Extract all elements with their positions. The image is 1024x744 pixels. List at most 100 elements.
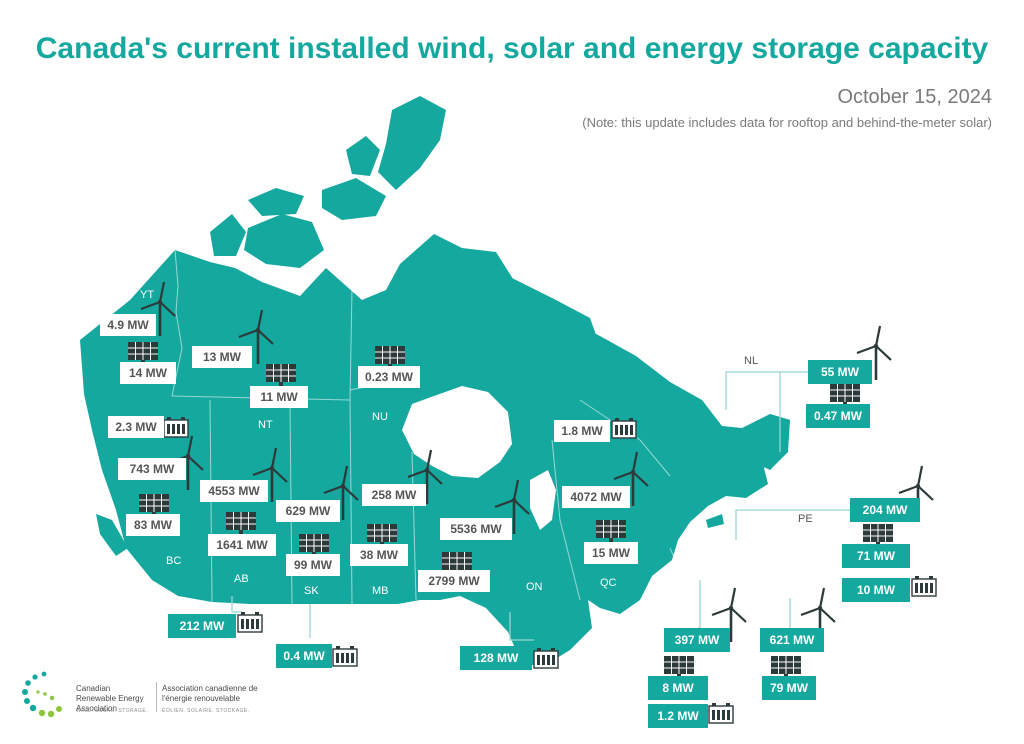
ns-solar-box: 79 MW	[762, 676, 816, 700]
ns-solar-value: 79 MW	[770, 681, 809, 695]
qc-solar-value: 15 MW	[592, 546, 631, 560]
sk-wind-box: 629 MW	[276, 500, 340, 522]
region-label-nt: NT	[258, 419, 273, 431]
pe-storage-box: 10 MW	[842, 578, 910, 602]
ellesmere-island	[378, 96, 446, 190]
crea-logo: Canadian Renewable Energy Association WI…	[18, 668, 268, 724]
devon-island	[322, 178, 386, 220]
qc-wind-value: 4072 MW	[570, 490, 622, 504]
nl-solar-box: 0.47 MW	[806, 404, 870, 428]
parry-islands	[248, 188, 304, 216]
region-label-ab: AB	[234, 573, 249, 585]
qc-wind-box: 4072 MW	[562, 486, 630, 508]
nb-wind-value: 397 MW	[675, 633, 720, 647]
nt-wind-value: 13 MW	[203, 350, 242, 364]
bc-solar-value: 83 MW	[134, 518, 173, 532]
battery-storage-icon	[332, 645, 358, 667]
region-label-nb: NB	[676, 601, 691, 613]
pe-wind-box: 204 MW	[850, 498, 920, 522]
on-wind-box: 5536 MW	[440, 518, 512, 540]
crea-logo-mark-icon	[22, 671, 62, 718]
sk-storage-value: 0.4 MW	[283, 649, 325, 663]
bc-storage-value: 212 MW	[180, 619, 225, 633]
solar-panel-icon	[770, 655, 802, 679]
qc-storage-value: 1.8 MW	[561, 424, 603, 438]
on-storage-box: 128 MW	[460, 646, 532, 670]
ab-wind-box: 4553 MW	[200, 480, 268, 502]
nb-wind-box: 397 MW	[664, 628, 730, 652]
yt-storage-box: 2.3 MW	[108, 416, 164, 438]
yt-solar-box: 14 MW	[120, 362, 176, 384]
pe-wind-value: 204 MW	[863, 503, 908, 517]
yt-solar-value: 14 MW	[129, 366, 168, 380]
nb-storage-box: 1.2 MW	[648, 704, 708, 728]
bc-wind-box: 743 MW	[118, 458, 186, 480]
ab-solar-box: 1641 MW	[208, 534, 276, 556]
crea-tag-fr: ÉOLIEN. SOLAIRE. STOCKAGE.	[162, 708, 250, 714]
sk-storage-box: 0.4 MW	[276, 644, 332, 668]
solar-panel-icon	[663, 655, 695, 679]
nt-solar-box: 11 MW	[250, 386, 308, 408]
solar-panel-icon	[862, 523, 894, 547]
nu-solar-box: 0.23 MW	[358, 366, 420, 388]
sk-solar-value: 99 MW	[294, 558, 333, 572]
axel-heiberg-island	[346, 136, 380, 176]
nt-wind-box: 13 MW	[192, 346, 252, 368]
region-label-sk: SK	[304, 585, 319, 597]
on-wind-value: 5536 MW	[450, 522, 502, 536]
mb-wind-box: 258 MW	[362, 484, 426, 506]
on-solar-value: 2799 MW	[428, 574, 480, 588]
region-label-mb: MB	[372, 585, 389, 597]
region-label-nu: NU	[372, 411, 388, 423]
james-bay	[530, 470, 556, 530]
battery-storage-icon	[611, 417, 637, 439]
region-label-bc: BC	[166, 555, 181, 567]
banks-island	[210, 214, 246, 256]
qc-storage-box: 1.8 MW	[554, 420, 610, 442]
battery-storage-icon	[237, 611, 263, 633]
sk-solar-box: 99 MW	[286, 554, 340, 576]
bc-storage-box: 212 MW	[168, 614, 236, 638]
bc-solar-box: 83 MW	[126, 514, 180, 536]
pe-solar-box: 71 MW	[842, 544, 910, 568]
mb-solar-box: 38 MW	[350, 544, 408, 566]
yt-storage-value: 2.3 MW	[115, 420, 157, 434]
ns-wind-box: 621 MW	[760, 628, 824, 652]
battery-storage-icon	[911, 575, 937, 597]
nl-solar-value: 0.47 MW	[814, 409, 863, 423]
region-label-qc: QC	[600, 577, 617, 589]
qc-solar-box: 15 MW	[584, 542, 638, 564]
yt-wind-value: 4.9 MW	[107, 318, 149, 332]
region-label-on: ON	[526, 581, 543, 593]
battery-storage-icon	[533, 647, 559, 669]
nu-solar-value: 0.23 MW	[365, 370, 414, 384]
mb-wind-value: 258 MW	[372, 488, 417, 502]
newfoundland	[744, 414, 790, 470]
battery-storage-icon	[163, 416, 189, 438]
ab-solar-value: 1641 MW	[216, 538, 268, 552]
nb-storage-value: 1.2 MW	[657, 709, 699, 723]
vancouver-island	[96, 514, 128, 556]
date-label: October 15, 2024	[837, 86, 992, 108]
yt-wind-box: 4.9 MW	[100, 314, 156, 336]
battery-storage-icon	[708, 702, 734, 724]
crea-name-en: Canadian Renewable Energy Association	[76, 684, 144, 713]
mb-solar-value: 38 MW	[360, 548, 399, 562]
crea-tag-en: WIND. SOLAR. STORAGE.	[76, 708, 149, 714]
on-storage-value: 128 MW	[474, 651, 519, 665]
victoria-island	[244, 214, 324, 268]
logo-divider	[156, 682, 157, 712]
nl-wind-value: 55 MW	[821, 365, 860, 379]
bc-wind-value: 743 MW	[130, 462, 175, 476]
pe-storage-value: 10 MW	[857, 583, 896, 597]
ns-wind-value: 621 MW	[770, 633, 815, 647]
nb-solar-box: 8 MW	[648, 676, 708, 700]
baffin-island	[400, 262, 600, 366]
nl-wind-box: 55 MW	[808, 360, 872, 384]
page-title: Canada's current installed wind, solar a…	[35, 32, 989, 65]
on-solar-box: 2799 MW	[418, 570, 490, 592]
nt-solar-value: 11 MW	[260, 390, 298, 404]
southampton-island	[424, 360, 458, 390]
note-label: (Note: this update includes data for roo…	[582, 115, 992, 130]
